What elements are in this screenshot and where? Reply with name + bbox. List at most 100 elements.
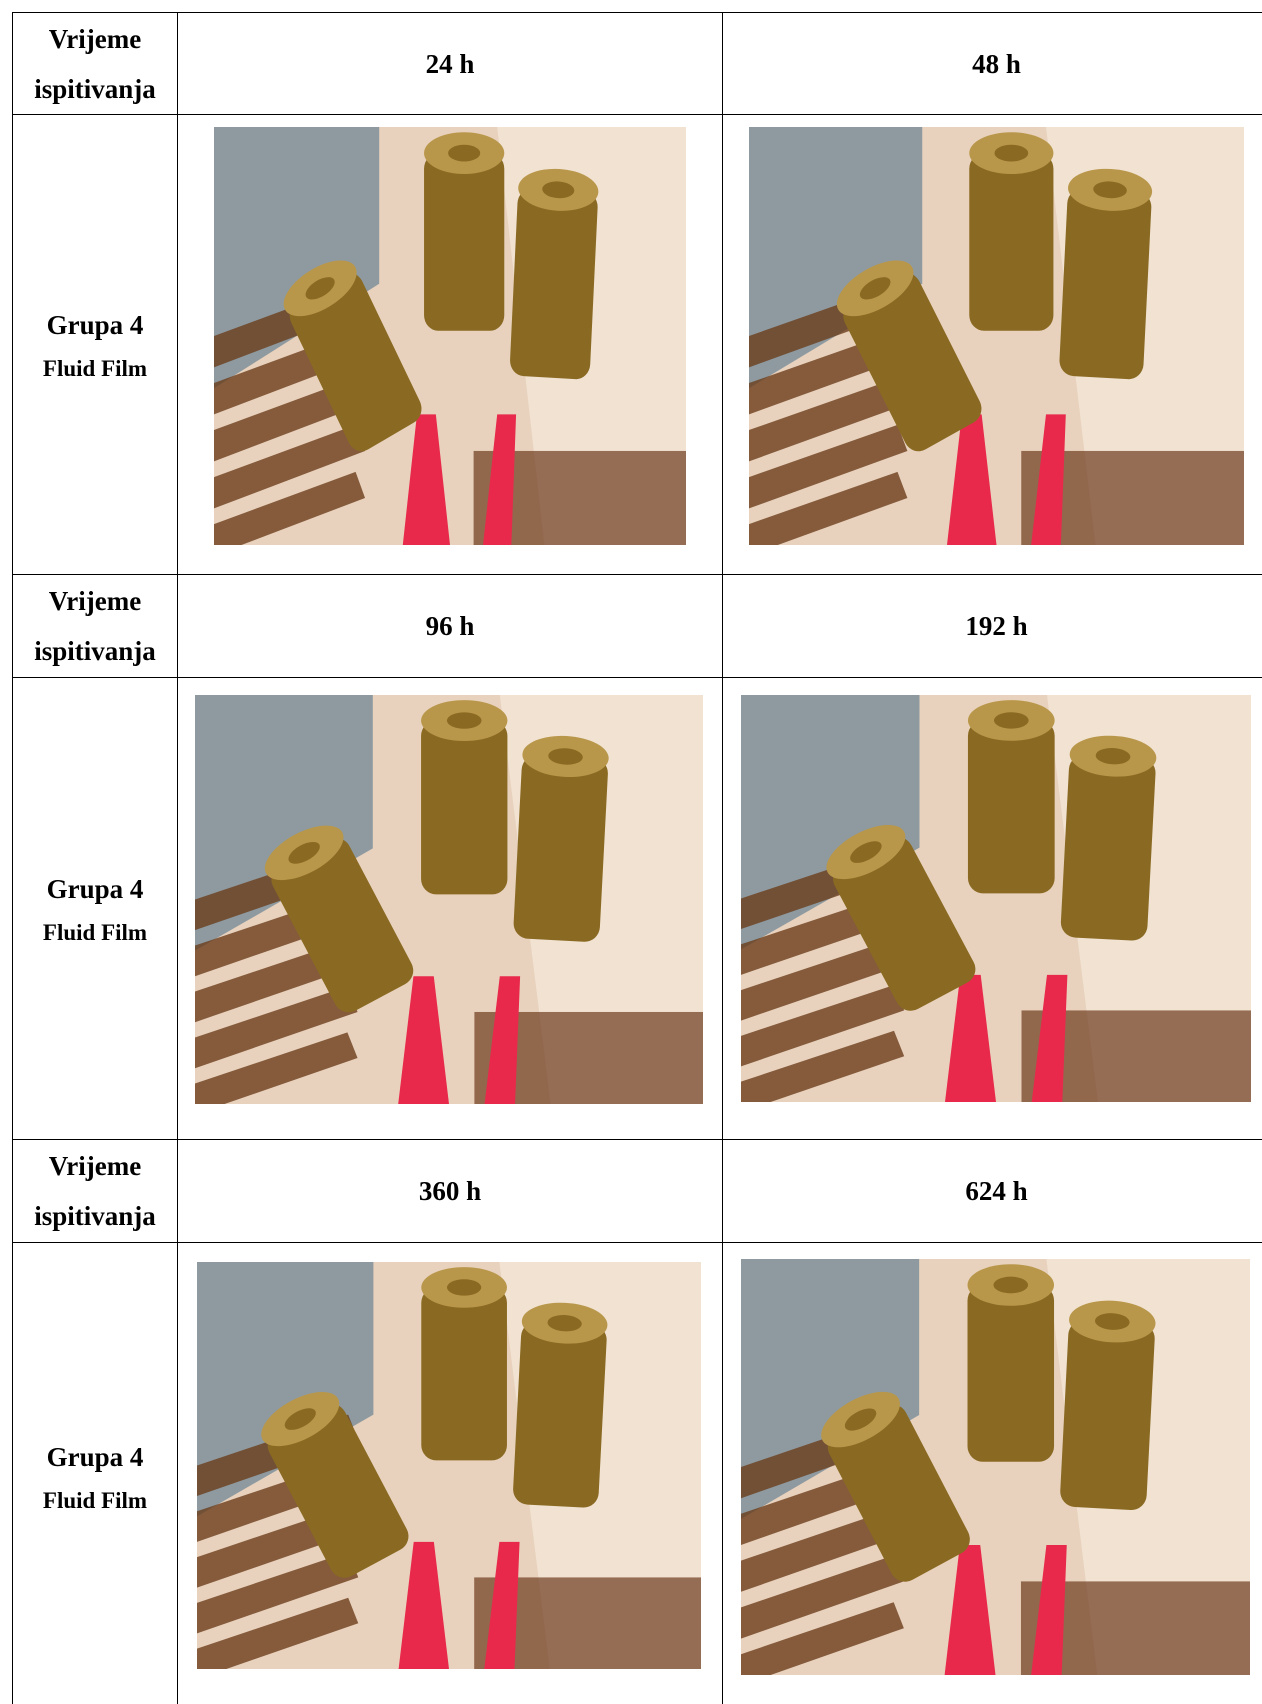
photo-shape <box>398 976 449 1104</box>
photo <box>741 1259 1250 1675</box>
group-cell: Grupa 4 Fluid Film <box>12 1242 177 1704</box>
group-name: Grupa 4 <box>46 873 144 904</box>
casing <box>513 735 609 942</box>
casing <box>1059 168 1153 380</box>
photo-shape <box>1031 974 1068 1102</box>
casing <box>421 700 508 895</box>
time-label-cell: Vrijeme ispitivanja <box>12 574 177 677</box>
group-name: Grupa 4 <box>46 1441 144 1472</box>
photo-shape <box>833 837 976 1011</box>
photo <box>195 695 703 1104</box>
photo-shape <box>947 414 997 545</box>
photo-shape <box>741 1030 905 1102</box>
photo-shape <box>448 144 481 162</box>
photo-shape <box>483 414 517 545</box>
casing <box>836 260 982 452</box>
photo-shape <box>484 1541 520 1669</box>
casing <box>1060 1300 1156 1510</box>
photo-shape <box>1060 1320 1155 1510</box>
photo-shape <box>513 1321 607 1508</box>
photo <box>197 1262 701 1669</box>
photo-shape <box>197 1551 359 1634</box>
photo-shape <box>945 974 996 1102</box>
photo-shape <box>843 272 982 452</box>
photo-cell <box>722 677 1262 1139</box>
photo-shape <box>850 841 882 863</box>
photo-shape <box>859 277 891 300</box>
time-header-cell: 48 h <box>722 12 1262 114</box>
time-label: Vrijeme ispitivanja <box>34 1151 156 1231</box>
photo <box>214 127 686 545</box>
photo-shape <box>214 424 366 509</box>
casing <box>261 1391 409 1578</box>
photo-shape <box>402 414 450 545</box>
time-header: 360 h <box>418 1176 482 1206</box>
photo-shape <box>749 377 908 462</box>
time-label: Vrijeme ispitivanja <box>34 586 156 666</box>
photo-shape <box>284 1408 316 1430</box>
group-name: Grupa 4 <box>46 309 144 340</box>
photo-shape <box>741 1508 904 1592</box>
group-label: Grupa 4 Fluid Film <box>43 865 147 953</box>
photo-shape <box>1093 181 1127 199</box>
time-header-cell: 360 h <box>177 1139 722 1242</box>
photo-cell <box>177 677 722 1139</box>
casing <box>1060 735 1157 941</box>
photo-shape <box>749 424 908 509</box>
photo-shape <box>398 1541 449 1669</box>
photo-shape <box>446 1279 482 1296</box>
photo-shape <box>844 1408 877 1431</box>
group-label: Grupa 4 Fluid Film <box>43 301 147 389</box>
photo-shape <box>484 976 521 1104</box>
photo-shape <box>749 471 908 545</box>
photo-cell <box>722 114 1262 574</box>
photo-shape <box>421 720 508 895</box>
casing <box>510 168 599 380</box>
time-header-cell: 192 h <box>722 574 1262 677</box>
photo-shape <box>741 984 905 1067</box>
photo-shape <box>288 841 320 864</box>
photo-shape <box>510 188 598 380</box>
photo-cell <box>177 114 722 574</box>
time-header: 48 h <box>972 48 1021 79</box>
product-name: Fluid Film <box>42 919 148 945</box>
photo-shape <box>944 1545 996 1675</box>
time-label-cell: Vrijeme ispitivanja <box>12 12 177 114</box>
time-header-cell: 624 h <box>722 1139 1262 1242</box>
photo-shape <box>741 1555 904 1639</box>
time-header-cell: 96 h <box>177 574 722 677</box>
photo-shape <box>741 1602 904 1675</box>
photo-shape <box>267 1404 409 1578</box>
casing <box>821 1391 970 1582</box>
photo-shape <box>1095 747 1131 765</box>
casing <box>424 132 505 331</box>
time-header: 192 h <box>965 611 1028 641</box>
casing <box>264 825 414 1013</box>
photo-cell <box>177 1242 722 1704</box>
casing <box>967 1264 1055 1462</box>
product-name: Fluid Film <box>42 1487 148 1513</box>
photo-shape <box>1031 414 1066 545</box>
casing <box>283 260 422 452</box>
photo-shape <box>547 1314 582 1332</box>
group-cell: Grupa 4 Fluid Film <box>12 114 177 574</box>
photo-shape <box>446 712 482 729</box>
photo-shape <box>513 754 608 942</box>
photo-shape <box>542 181 575 199</box>
photo-shape <box>195 1032 358 1104</box>
photo-shape <box>289 272 422 452</box>
time-header: 624 h <box>965 1176 1028 1206</box>
photo-shape <box>827 1404 970 1582</box>
photo-shape <box>421 1287 507 1461</box>
photo <box>741 695 1251 1102</box>
time-header: 96 h <box>425 611 475 641</box>
group-label: Grupa 4 Fluid Film <box>43 1433 147 1521</box>
time-label: Vrijeme ispitivanja <box>34 23 156 104</box>
photo-shape <box>305 277 335 300</box>
casing <box>969 132 1054 331</box>
photo-shape <box>1060 754 1156 941</box>
photo-shape <box>214 377 366 462</box>
photo-shape <box>195 986 358 1069</box>
product-name: Fluid Film <box>42 355 148 381</box>
